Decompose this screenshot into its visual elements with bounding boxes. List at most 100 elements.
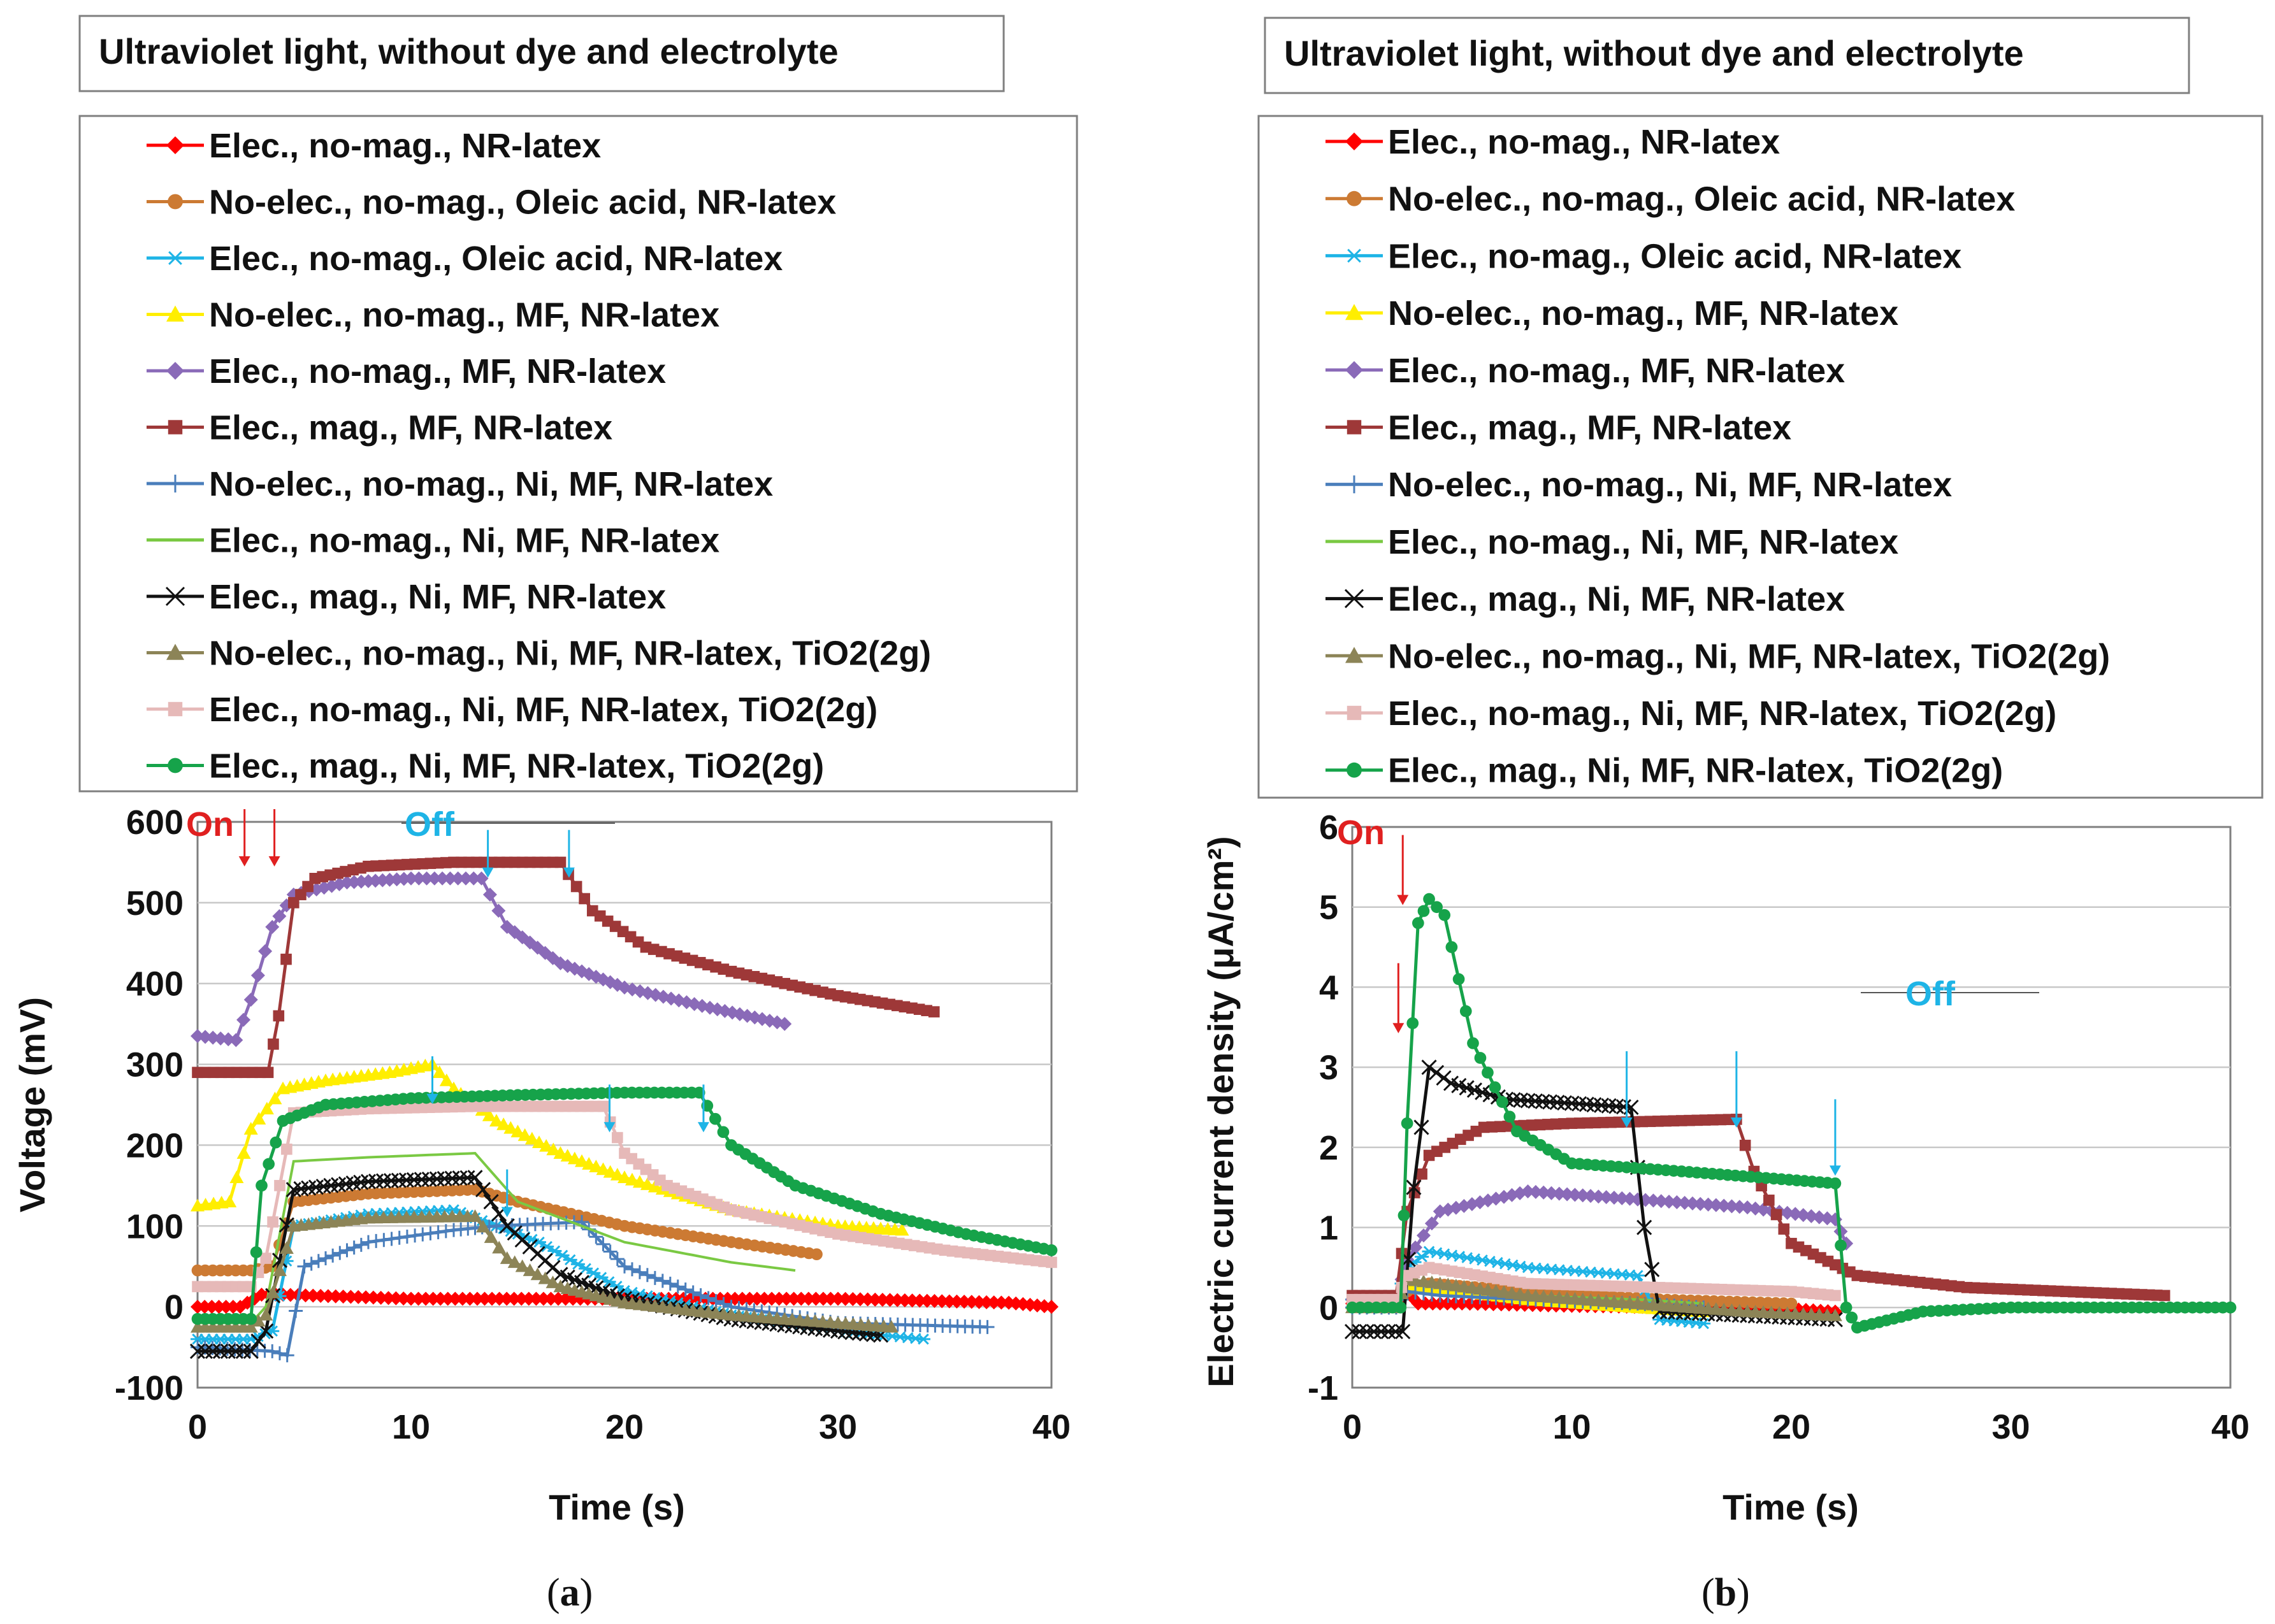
data-point	[1045, 1244, 1058, 1256]
data-point	[655, 1274, 670, 1288]
data-point	[618, 1170, 632, 1183]
legend-label: No-elec., no-mag., Ni, MF, NR-latex, TiO…	[1388, 637, 2110, 675]
data-point	[340, 1243, 354, 1258]
data-point	[1044, 1300, 1058, 1314]
data-point	[252, 1112, 266, 1125]
series-elec-no-mag-ni-mf-nr-latex	[198, 1152, 796, 1325]
data-point	[579, 893, 590, 905]
data-point	[1416, 1228, 1431, 1243]
data-point	[280, 1348, 294, 1363]
legend-item-elec-no-mag-ni-mf-nr-latex: Elec., no-mag., Ni, MF, NR-latex	[1325, 523, 1898, 561]
data-point	[411, 1291, 426, 1306]
data-point	[259, 1102, 274, 1115]
data-point	[414, 1172, 430, 1188]
data-point	[1344, 1323, 1361, 1340]
panel-a-voltage: Ultraviolet light, without dye and elect…	[12, 15, 1078, 1614]
legend-item-elec-no-mag-nr-latex: Elec., no-mag., NR-latex	[147, 127, 601, 165]
data-point	[396, 1291, 411, 1306]
data-point	[1398, 1209, 1410, 1222]
data-point	[647, 1270, 662, 1285]
data-point	[383, 1173, 399, 1189]
data-point	[1835, 1239, 1847, 1252]
legend-label: Elec., mag., MF, NR-latex	[209, 409, 612, 447]
series-no-elec-no-mag-oleic-acid-nr-latex	[191, 1183, 823, 1277]
data-point	[451, 871, 465, 886]
data-point	[406, 1172, 422, 1188]
legend-item-no-elec-no-mag-mf-nr-latex: No-elec., no-mag., MF, NR-latex	[1325, 294, 1898, 333]
series-line	[198, 1152, 796, 1325]
data-point	[1445, 941, 1458, 953]
data-point	[1046, 1256, 1057, 1268]
panel-b-annotations: On Off	[1337, 814, 2039, 1176]
data-point	[265, 919, 280, 934]
data-point	[539, 1139, 554, 1152]
legend-label: Elec., no-mag., Ni, MF, NR-latex, TiO2(2…	[209, 691, 877, 729]
data-point	[1421, 1060, 1437, 1075]
data-point	[259, 1307, 273, 1321]
data-point	[811, 1248, 823, 1261]
data-point	[1373, 1323, 1389, 1340]
data-point	[868, 1292, 883, 1307]
data-point	[913, 1293, 927, 1308]
data-point	[1412, 917, 1424, 930]
data-point	[928, 1006, 940, 1017]
legend-marker	[1347, 190, 1362, 206]
data-point	[1701, 1197, 1715, 1212]
data-point	[435, 871, 450, 886]
data-point	[1418, 1297, 1433, 1311]
data-point	[273, 1010, 285, 1022]
legend-label: No-elec., no-mag., Oleic acid, NR-latex	[1388, 180, 2015, 219]
arrow-marker	[1397, 835, 1409, 905]
data-point	[336, 1290, 350, 1304]
data-point	[326, 1248, 340, 1263]
data-point	[1693, 1196, 1708, 1211]
data-point	[1586, 1097, 1602, 1113]
data-point	[419, 1291, 433, 1306]
legend-item-elec-mag-mf-nr-latex: Elec., mag., MF, NR-latex	[147, 409, 612, 447]
data-point	[492, 1240, 507, 1254]
legend-item-no-elec-no-mag-ni-mf-nr-latex-tio2-2g: No-elec., no-mag., Ni, MF, NR-latex, TiO…	[147, 635, 931, 673]
legend-label: No-elec., no-mag., MF, NR-latex	[209, 296, 719, 334]
data-point	[1591, 1189, 1606, 1204]
panel-b-on-label: On	[1337, 814, 1385, 852]
data-point	[485, 1291, 500, 1306]
data-point	[250, 1333, 266, 1349]
data-point	[212, 1300, 226, 1314]
data-point	[263, 1158, 275, 1170]
data-point	[1535, 1093, 1550, 1109]
legend-item-elec-mag-ni-mf-nr-latex: Elec., mag., Ni, MF, NR-latex	[1325, 580, 1845, 619]
data-point	[529, 1291, 544, 1306]
panel-b-title: Ultraviolet light, without dye and elect…	[1284, 33, 2024, 73]
data-point	[1433, 1297, 1447, 1311]
data-point	[484, 1230, 498, 1243]
data-point	[709, 1294, 723, 1309]
y-tick-label: 200	[126, 1126, 184, 1165]
data-point	[482, 887, 497, 902]
data-point	[1359, 1323, 1375, 1340]
data-point	[536, 1291, 551, 1306]
data-point	[398, 1172, 414, 1188]
data-point	[423, 1226, 438, 1240]
data-point	[444, 1170, 460, 1186]
panel-b-legend	[1257, 115, 2264, 799]
legend-marker	[1345, 248, 1363, 263]
x-tick-label: 0	[1343, 1408, 1362, 1446]
data-point	[1584, 1189, 1598, 1204]
data-point	[1474, 1052, 1487, 1064]
data-point	[482, 1108, 496, 1121]
legend-marker	[1345, 304, 1363, 320]
data-point	[1513, 1092, 1529, 1108]
data-point	[219, 1300, 233, 1314]
data-point	[597, 1100, 609, 1112]
data-point	[809, 1291, 823, 1306]
data-point	[1416, 1286, 1431, 1301]
data-point	[333, 1246, 347, 1260]
legend-label: Elec., mag., Ni, MF, NR-latex	[1388, 580, 1845, 619]
data-point	[496, 1117, 511, 1130]
data-point	[777, 1017, 792, 1031]
series-markers	[191, 1183, 823, 1277]
data-point	[250, 968, 265, 983]
series-markers	[191, 871, 792, 1047]
data-point	[1654, 1194, 1668, 1209]
data-point	[794, 1291, 809, 1306]
